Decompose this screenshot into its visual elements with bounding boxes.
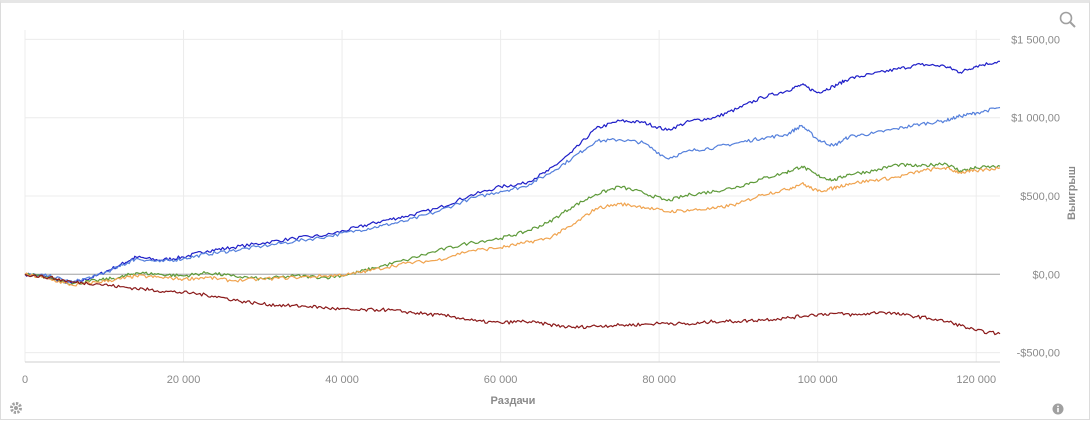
series-line-2 [24, 106, 1001, 283]
x-axis-ticks: 0 20 000 40 000 60 000 80 000 100 000 120 000 [22, 374, 996, 386]
x-tick-label: 60 000 [484, 374, 518, 386]
x-tick-label: 40 000 [325, 374, 359, 386]
series-line-3 [24, 162, 1001, 285]
zoom-icon[interactable] [1058, 10, 1078, 30]
series-line-5 [24, 273, 1001, 336]
x-tick-label: 120 000 [956, 374, 996, 386]
grid [24, 30, 1000, 363]
y-axis-title: Выигрыш [1066, 166, 1078, 220]
x-tick-label: 0 [22, 374, 28, 386]
gear-icon[interactable] [8, 400, 24, 416]
y-tick-label: -$500,00 [1017, 348, 1060, 360]
y-tick-label: $0,00 [1032, 269, 1060, 281]
y-tick-label: $1 000,00 [1011, 113, 1060, 125]
series-lines [24, 60, 1001, 336]
info-icon[interactable] [1052, 402, 1064, 415]
x-tick-label: 20 000 [167, 374, 201, 386]
series-line-4 [24, 166, 1001, 287]
x-axis-title: Раздачи [491, 395, 536, 407]
y-axis-ticks: -$500,00 $0,00 $500,00 $1 000,00 $1 500,00 [1011, 34, 1060, 359]
series-line-1 [24, 60, 1000, 285]
y-tick-label: $1 500,00 [1011, 34, 1060, 46]
x-tick-label: 80 000 [642, 374, 676, 386]
x-tick-label: 100 000 [798, 374, 838, 386]
y-tick-label: $500,00 [1020, 191, 1060, 203]
